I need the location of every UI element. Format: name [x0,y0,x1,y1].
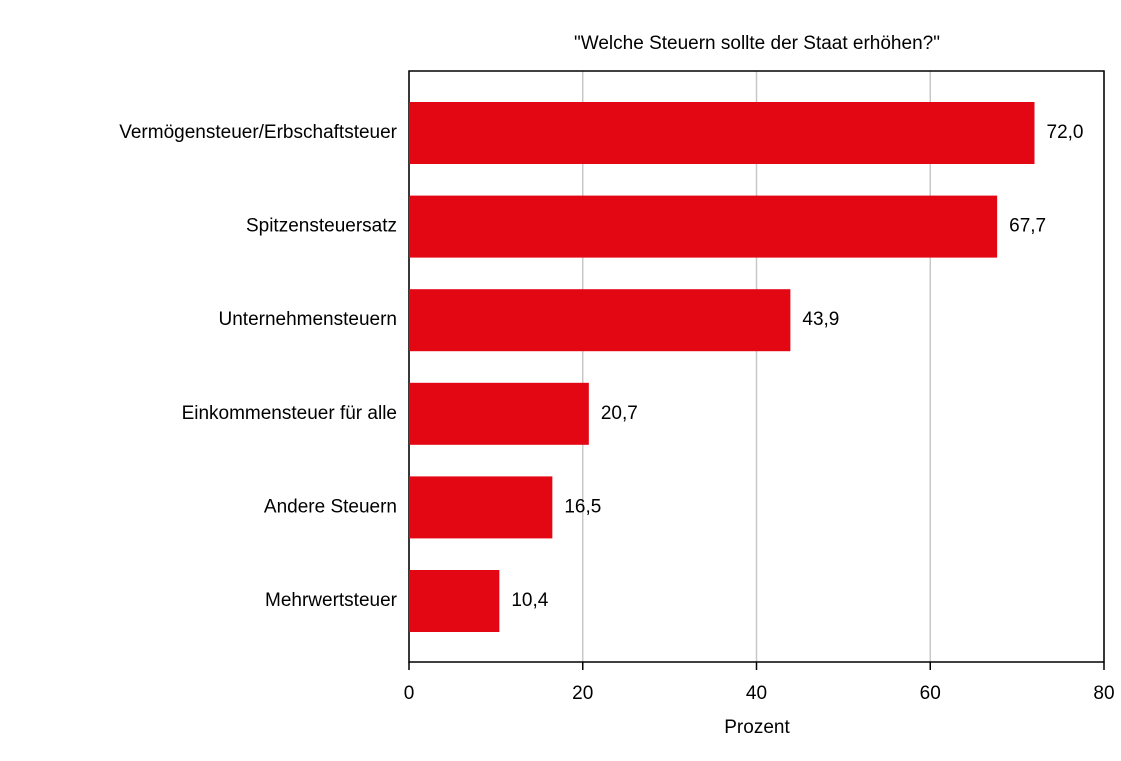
y-tick-label: Einkommensteuer für alle [182,403,397,424]
bar [409,476,553,539]
x-tick-label: 0 [404,683,415,704]
y-tick-label: Spitzensteuersatz [246,216,397,237]
bar [409,289,791,352]
value-label: 67,7 [1009,216,1046,237]
x-tick-label: 80 [1093,683,1114,704]
y-tick-label: Mehrwertsteuer [265,590,398,611]
x-tick-label: 40 [746,683,767,704]
value-label: 72,0 [1047,122,1084,143]
plot-frame [408,70,1105,663]
bar [409,382,589,445]
value-label: 43,9 [802,309,839,330]
bar [409,102,1035,164]
x-tick-label: 60 [920,683,941,704]
y-tick-label: Andere Steuern [264,496,397,517]
y-tick-label: Unternehmensteuern [219,309,398,330]
x-axis-label: Prozent [724,717,790,738]
bar [409,195,998,258]
value-label: 10,4 [511,590,548,611]
value-label: 16,5 [564,496,601,517]
bar [409,570,500,632]
x-tick-label: 20 [572,683,593,704]
value-label: 20,7 [601,403,638,424]
chart-title: "Welche Steuern sollte der Staat erhöhen… [574,33,940,54]
y-tick-label: Vermögensteuer/Erbschaftsteuer [119,122,397,143]
